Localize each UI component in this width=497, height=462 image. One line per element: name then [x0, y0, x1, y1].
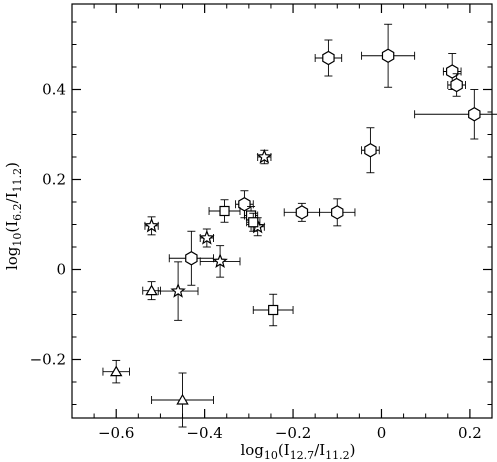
hexagon-marker	[322, 50, 335, 66]
data-point-hexagon	[283, 202, 321, 222]
x-axis-label: log10(I12.7/I11.2)	[240, 441, 355, 462]
hexagon-marker	[295, 205, 309, 220]
y-tick-label: 0.2	[42, 171, 66, 189]
data-point-star	[157, 261, 199, 321]
star-marker	[170, 282, 186, 298]
hexagon-marker	[445, 64, 459, 79]
y-tick-label: −0.2	[30, 351, 66, 369]
square-marker	[219, 205, 230, 217]
x-tick-label: −0.2	[275, 424, 311, 442]
hexagon-marker	[364, 143, 377, 158]
data-point-star	[199, 245, 241, 278]
triangle-marker	[176, 393, 189, 405]
data-point-hexagon	[414, 89, 497, 140]
data-point-hexagon	[447, 73, 466, 97]
y-tick-label: 0	[56, 261, 66, 279]
data-point-hexagon	[361, 23, 416, 88]
data-point-hexagon	[168, 230, 214, 286]
triangle-marker	[109, 365, 123, 377]
data-point-hexagon	[361, 127, 380, 174]
hexagon-marker	[238, 197, 251, 212]
x-tick-label: −0.6	[98, 424, 134, 442]
data-point-star	[199, 228, 215, 248]
data-point-hexagon	[314, 39, 343, 77]
star-marker	[212, 253, 228, 269]
y-tick-label: 0.4	[42, 81, 66, 99]
data-point-square	[246, 212, 261, 232]
x-tick-label: 0	[377, 424, 387, 442]
data-point-star	[256, 148, 273, 165]
star-marker	[256, 148, 273, 164]
hexagon-marker	[331, 205, 344, 220]
y-axis-label: log10(I6.2/I11.2)	[3, 162, 24, 270]
x-tick-label: 0.2	[458, 424, 482, 442]
hexagon-marker	[381, 48, 395, 63]
hexagon-marker	[450, 77, 463, 93]
data-point-triangle	[151, 372, 214, 428]
data-point-square	[252, 293, 294, 327]
square-marker	[268, 304, 279, 316]
plot-marks	[102, 23, 497, 428]
x-tick-label: −0.4	[186, 424, 222, 442]
square-marker	[248, 217, 259, 228]
plot-frame	[71, 3, 493, 419]
data-point-square	[208, 199, 241, 223]
hexagon-marker	[468, 107, 481, 122]
data-point-hexagon	[235, 190, 254, 219]
triangle-marker	[145, 284, 158, 296]
star-marker	[143, 217, 160, 233]
data-point-star	[143, 216, 160, 236]
data-point-triangle	[102, 359, 130, 384]
data-point-hexagon	[319, 198, 356, 227]
hexagon-marker	[185, 251, 198, 266]
axis-ticks: −0.6 −0.4 −0.2 0 0.2 −0.2 0 0.2 0.4	[30, 4, 493, 442]
data-point-triangle	[142, 281, 161, 301]
star-marker	[199, 229, 215, 245]
